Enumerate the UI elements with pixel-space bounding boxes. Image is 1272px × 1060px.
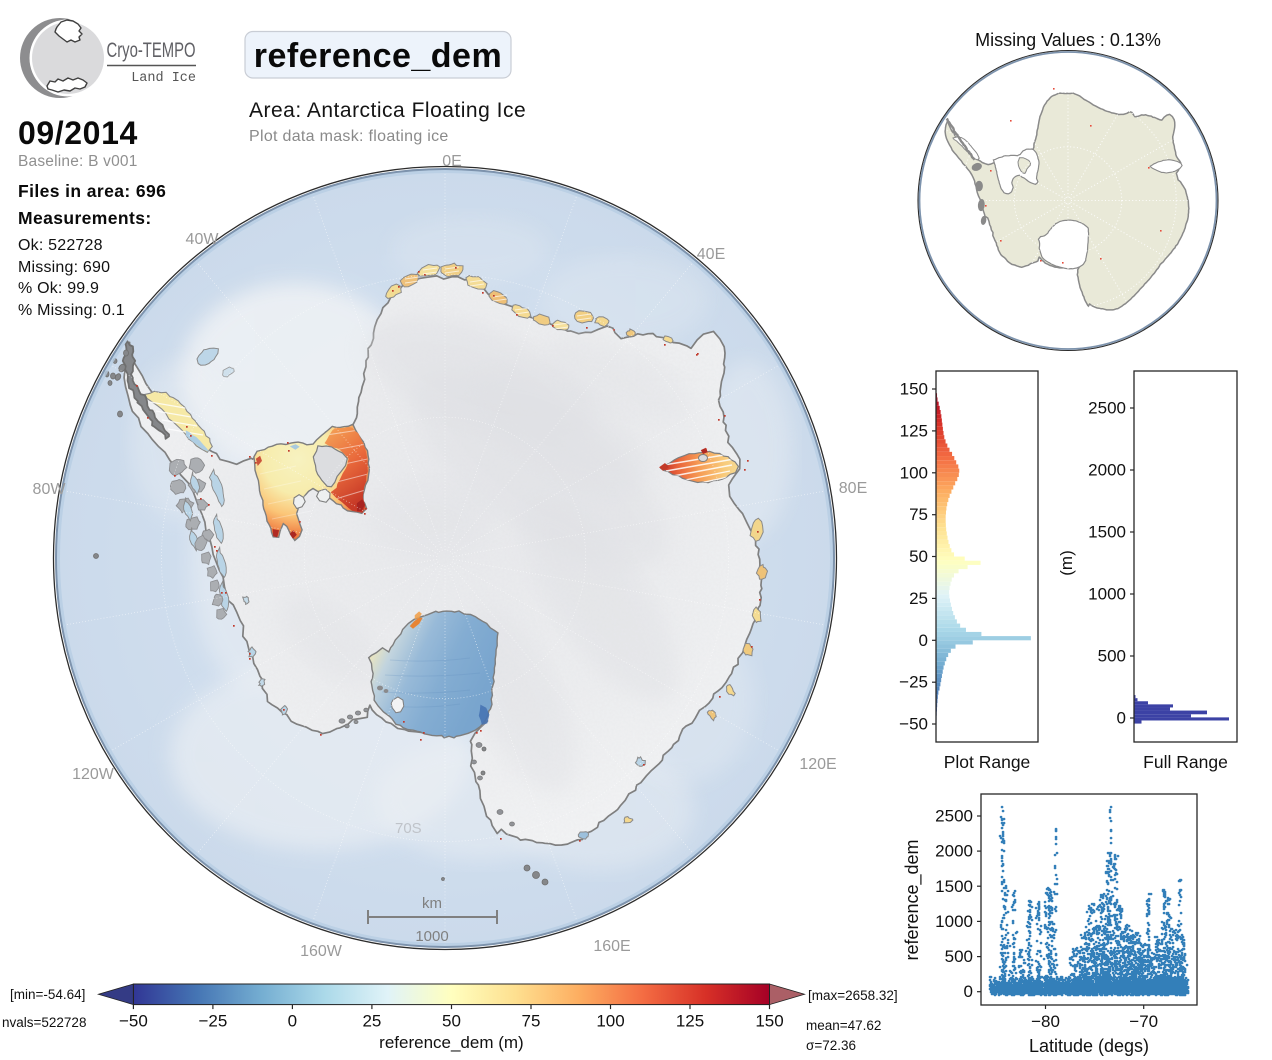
svg-text:40E: 40E [697, 246, 725, 263]
svg-text:Plot Range: Plot Range [944, 752, 1031, 772]
svg-text:125: 125 [900, 421, 928, 440]
svg-text:Ok: 522728: Ok: 522728 [18, 237, 103, 254]
svg-text:0: 0 [1117, 709, 1126, 728]
svg-text:160W: 160W [300, 943, 343, 960]
svg-text:2000: 2000 [1088, 461, 1126, 480]
svg-text:70S: 70S [395, 820, 422, 837]
svg-text:500: 500 [945, 947, 973, 966]
svg-text:80E: 80E [839, 480, 867, 497]
svg-text:500: 500 [1098, 647, 1126, 666]
svg-text:Land Ice: Land Ice [131, 71, 196, 86]
svg-text:[max=2658.32]: [max=2658.32] [808, 988, 898, 1003]
svg-text:100: 100 [900, 463, 928, 482]
svg-text:km: km [422, 895, 442, 912]
svg-text:−50: −50 [119, 1012, 148, 1031]
svg-text:25: 25 [909, 589, 928, 608]
svg-text:25: 25 [362, 1012, 381, 1031]
svg-text:nvals=522728: nvals=522728 [2, 1015, 86, 1030]
svg-text:2000: 2000 [935, 842, 973, 861]
svg-text:[min=-54.64]: [min=-54.64] [10, 987, 85, 1002]
svg-text:75: 75 [909, 505, 928, 524]
svg-text:0: 0 [288, 1012, 297, 1031]
svg-text:50: 50 [909, 547, 928, 566]
svg-text:Missing Values : 0.13%: Missing Values : 0.13% [975, 30, 1161, 50]
svg-text:mean=47.62: mean=47.62 [806, 1018, 881, 1033]
svg-text:0E: 0E [442, 153, 462, 170]
svg-text:1000: 1000 [935, 912, 973, 931]
svg-text:−80: −80 [1031, 1012, 1060, 1031]
svg-text:reference_dem: reference_dem [254, 37, 502, 75]
svg-text:reference_dem: reference_dem [902, 839, 923, 960]
svg-text:1000: 1000 [415, 928, 448, 945]
svg-text:Files in area: 696: Files in area: 696 [18, 181, 166, 201]
svg-text:Plot data mask: floating ice: Plot data mask: floating ice [249, 128, 449, 145]
svg-text:120E: 120E [799, 756, 836, 773]
svg-text:150: 150 [755, 1012, 783, 1031]
svg-text:−70: −70 [1129, 1012, 1158, 1031]
svg-text:120W: 120W [72, 766, 115, 783]
svg-text:−50: −50 [899, 715, 928, 734]
svg-text:09/2014: 09/2014 [18, 115, 138, 151]
svg-text:% Missing: 0.1: % Missing: 0.1 [18, 302, 125, 319]
svg-text:75: 75 [522, 1012, 541, 1031]
svg-text:Latitude (degs): Latitude (degs) [1029, 1036, 1149, 1056]
svg-text:−25: −25 [198, 1012, 227, 1031]
svg-text:1000: 1000 [1088, 585, 1126, 604]
svg-text:2500: 2500 [1088, 399, 1126, 418]
svg-text:0: 0 [964, 982, 973, 1001]
svg-text:2500: 2500 [935, 807, 973, 826]
svg-text:150: 150 [900, 380, 928, 399]
svg-text:1500: 1500 [1088, 523, 1126, 542]
svg-text:50: 50 [442, 1012, 461, 1031]
svg-text:reference_dem (m): reference_dem (m) [379, 1033, 524, 1052]
svg-text:Area: Antarctica Floating Ice: Area: Antarctica Floating Ice [249, 99, 526, 122]
svg-text:−25: −25 [899, 673, 928, 692]
svg-text:100: 100 [596, 1012, 624, 1031]
svg-text:% Ok: 99.9: % Ok: 99.9 [18, 280, 99, 297]
svg-text:Full Range: Full Range [1143, 752, 1228, 772]
svg-text:Cryo-TEMPO: Cryo-TEMPO [107, 39, 196, 62]
svg-text:σ=72.36: σ=72.36 [806, 1038, 856, 1053]
svg-text:160E: 160E [593, 938, 630, 955]
svg-text:40W: 40W [186, 231, 220, 248]
svg-text:0: 0 [919, 631, 928, 650]
svg-text:1500: 1500 [935, 877, 973, 896]
svg-text:125: 125 [676, 1012, 704, 1031]
svg-text:Measurements:: Measurements: [18, 208, 152, 228]
svg-text:(m): (m) [1057, 550, 1076, 575]
svg-text:Missing: 690: Missing: 690 [18, 259, 110, 276]
svg-text:Baseline: B v001: Baseline: B v001 [18, 153, 138, 170]
svg-text:80W: 80W [33, 481, 67, 498]
